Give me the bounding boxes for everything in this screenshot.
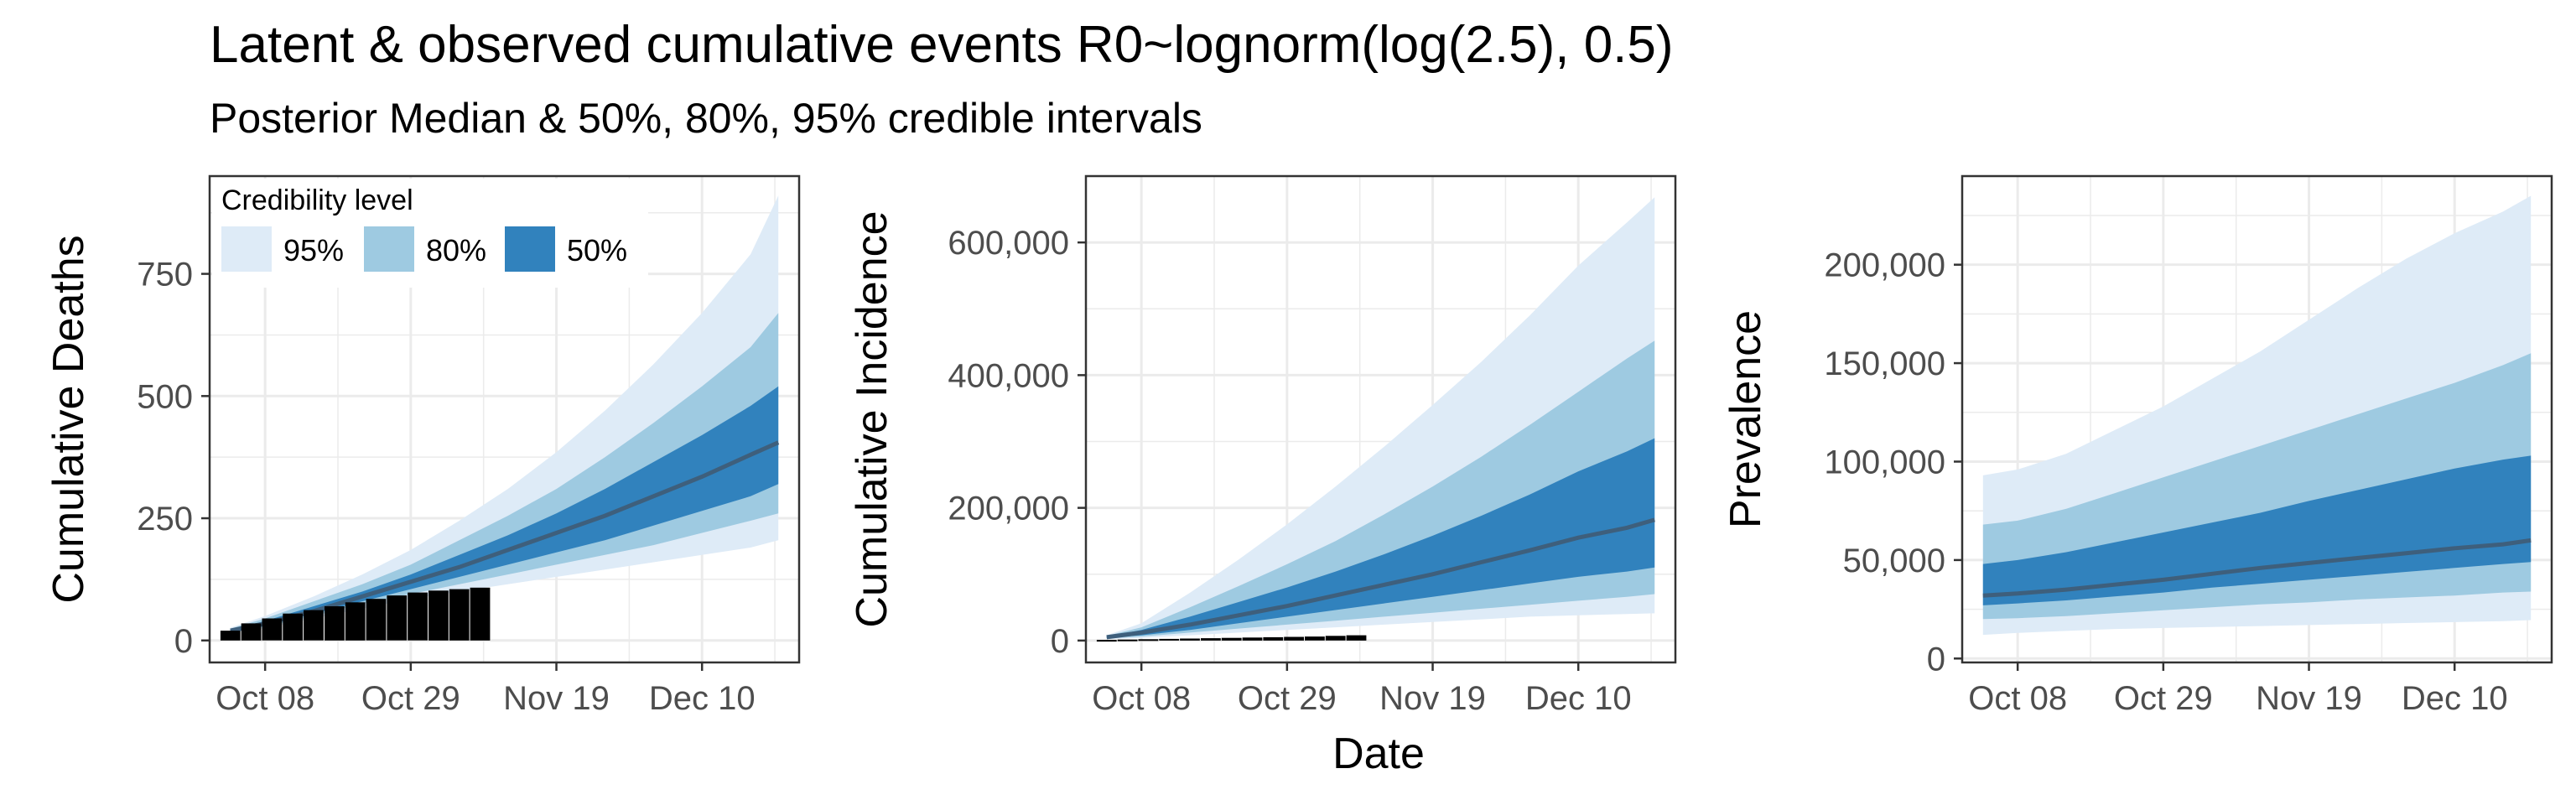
observed-bar [366, 599, 387, 641]
x-tick-label: Oct 29 [2114, 680, 2213, 717]
chart-title: Latent & observed cumulative events R0~l… [210, 16, 1674, 74]
observed-bar [220, 631, 241, 641]
observed-bar [1117, 639, 1138, 641]
observed-bar [1305, 636, 1325, 641]
observed-bar [1201, 638, 1221, 641]
observed-bar [262, 618, 283, 641]
x-tick-label: Nov 19 [1379, 680, 1486, 717]
y-axis-label: Prevalence [1722, 310, 1770, 528]
observed-bar [1284, 636, 1304, 641]
observed-bar [1346, 635, 1367, 641]
legend-title: Credibility level [221, 184, 413, 216]
observed-bar [304, 610, 324, 641]
legend-background [212, 179, 648, 288]
y-tick-label: 750 [137, 257, 193, 293]
y-tick-label: 50,000 [1843, 543, 1945, 579]
y-tick-label: 400,000 [948, 357, 1069, 394]
y-tick-label: 0 [174, 623, 193, 660]
panel-cumulative-incidence: Oct 08 Oct 29 Nov 19 Dec 10 0 200,000 400,000 6… [848, 174, 1677, 717]
band-50 [1106, 438, 1655, 638]
x-tick-label: Dec 10 [649, 680, 756, 717]
x-tick-label: Oct 08 [1092, 680, 1191, 717]
chart-subtitle: Posterior Median & 50%, 80%, 95% credibl… [210, 95, 1202, 142]
y-tick-label: 150,000 [1824, 345, 1945, 382]
panel-border [1084, 174, 1677, 664]
legend-swatch [364, 226, 414, 272]
x-tick-label: Nov 19 [2256, 680, 2362, 717]
panel-prevalence: Oct 08 Oct 29 Nov 19 Dec 10 0 50,000 100,000 15… [1722, 174, 2553, 717]
legend-label: 80% [426, 233, 486, 267]
shared-x-axis-label: Date [1332, 730, 1425, 778]
observed-bar [1138, 639, 1159, 641]
observed-bar [1096, 640, 1117, 642]
observed-bar [1325, 636, 1346, 641]
y-tick-label: 0 [1051, 623, 1069, 660]
observed-bar [470, 587, 491, 641]
y-tick-label: 250 [137, 501, 193, 538]
y-tick-label: 200,000 [1824, 247, 1945, 284]
band-50 [230, 386, 779, 632]
y-tick-label: 0 [1927, 641, 1945, 678]
x-tick-label: Nov 19 [503, 680, 610, 717]
legend-label: 95% [283, 233, 344, 267]
legend-swatch [505, 226, 555, 272]
observed-bar [1242, 637, 1263, 641]
legend-swatch [221, 226, 272, 272]
legend-label: 50% [567, 233, 627, 267]
median-line [1982, 538, 2532, 598]
panel-border [208, 174, 801, 664]
observed-bar [449, 589, 470, 641]
y-tick-label: 200,000 [948, 491, 1069, 527]
band-50 [1982, 455, 2532, 605]
median-line [1106, 517, 1655, 640]
y-tick-label: 600,000 [948, 225, 1069, 262]
plot-area [1982, 195, 2532, 636]
observed-bar [241, 623, 262, 641]
x-tick-label: Oct 29 [361, 680, 460, 717]
y-axis-label: Cumulative Deaths [44, 235, 93, 603]
x-tick-label: Oct 08 [216, 680, 314, 717]
observed-bar [1221, 637, 1242, 641]
observed-bar [1263, 636, 1284, 641]
observed-bar [1180, 638, 1200, 641]
x-tick-label: Dec 10 [2402, 680, 2508, 717]
observed-bar [428, 590, 449, 641]
y-tick-label: 500 [137, 378, 193, 415]
x-tick-label: Oct 08 [1968, 680, 2067, 717]
x-tick-label: Dec 10 [1525, 680, 1632, 717]
y-tick-label: 100,000 [1824, 444, 1945, 480]
plot-area [220, 195, 780, 641]
plot-area [1096, 197, 1655, 642]
legend: Credibility level 95% 80% 50% [212, 179, 648, 288]
y-axis-label: Cumulative Incidence [848, 210, 896, 627]
observed-bar [283, 613, 304, 641]
observed-bar [345, 602, 366, 641]
observed-bar [325, 606, 345, 641]
observed-bar [387, 595, 408, 641]
observed-bar [408, 592, 428, 641]
x-tick-label: Oct 29 [1238, 680, 1337, 717]
panel-border [1961, 174, 2553, 664]
observed-bar [1159, 638, 1180, 641]
